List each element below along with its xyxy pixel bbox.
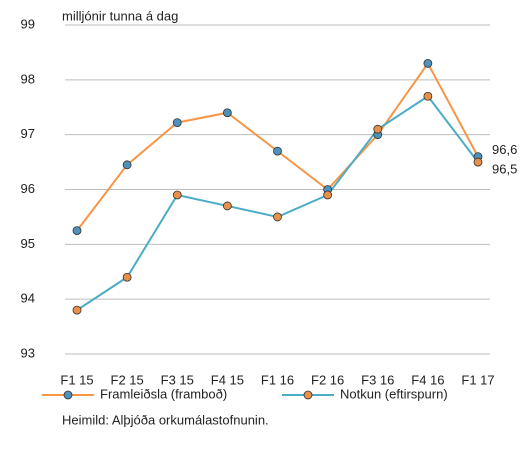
point [172, 118, 182, 128]
x-tick-label: F3 16 [361, 372, 394, 387]
value-label: 96,6 [492, 142, 517, 157]
y-tick-label: 93 [21, 345, 35, 360]
value-label: 96,5 [492, 162, 517, 177]
point [273, 146, 282, 156]
point [172, 190, 182, 200]
series-line [76, 94, 479, 311]
x-tick-label: F1 15 [60, 372, 93, 387]
y-tick-label: 95 [21, 236, 35, 251]
point [122, 272, 132, 282]
point [72, 226, 82, 236]
point [423, 58, 433, 68]
point [473, 157, 483, 167]
point [222, 201, 232, 211]
y-axis-label: milljónir tunna á dag [62, 8, 178, 23]
legend-label: Framleiðsla (framboð) [100, 386, 227, 401]
legend-marker [63, 390, 73, 400]
legend-marker [303, 390, 313, 400]
y-tick-label: 94 [21, 291, 35, 306]
x-tick-label: F2 15 [111, 372, 144, 387]
x-tick-label: F4 16 [411, 372, 444, 387]
x-tick-label: F1 16 [261, 372, 294, 387]
point [373, 124, 383, 134]
y-tick-label: 97 [21, 126, 35, 141]
legend-label: Notkun (eftirspurn) [340, 386, 448, 401]
point [222, 108, 232, 118]
point [323, 190, 333, 200]
y-tick-label: 98 [21, 71, 35, 86]
x-tick-label: F4 15 [211, 372, 244, 387]
point [423, 91, 433, 101]
x-tick-label: F3 15 [161, 372, 194, 387]
x-tick-label: F2 16 [311, 372, 344, 387]
point [122, 160, 132, 170]
y-tick-label: 96 [21, 181, 35, 196]
x-tick-label: F1 17 [461, 372, 494, 387]
point [72, 305, 82, 315]
point [273, 212, 282, 222]
y-tick-label: 99 [21, 16, 35, 31]
source: Heimild: Alþjóða orkumálastofnunin. [62, 412, 269, 427]
